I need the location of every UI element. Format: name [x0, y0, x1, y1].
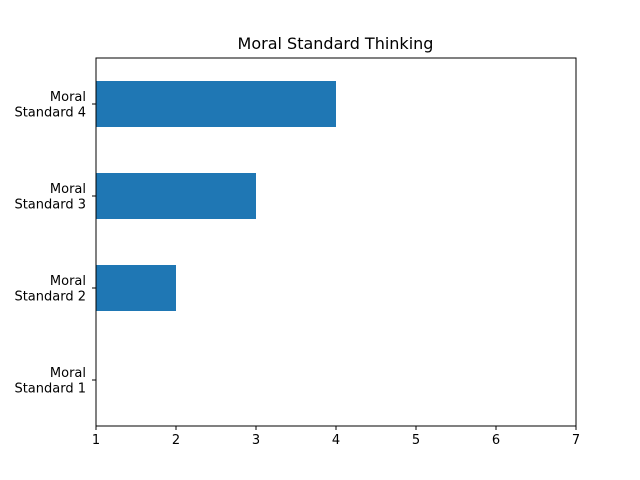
x-tick-label-6: 6	[492, 433, 500, 448]
x-tick-label-4: 4	[332, 433, 340, 448]
x-tick-label-7: 7	[572, 433, 580, 448]
chart-title: Moral Standard Thinking	[238, 34, 434, 53]
x-tick-label-5: 5	[412, 433, 420, 448]
x-tick-label-1: 1	[92, 433, 100, 448]
axes-layer: Moral Standard 1 Moral Standard 2 Moral Stand…	[14, 90, 580, 448]
y-tick-label-4: Moral Standard 4	[14, 90, 86, 121]
bar-3	[96, 173, 256, 219]
bar-2	[96, 265, 176, 311]
x-tick-label-2: 2	[172, 433, 180, 448]
bar-4	[96, 81, 336, 127]
x-tick-label-3: 3	[252, 433, 260, 448]
y-tick-label-3: Moral Standard 3	[14, 182, 86, 213]
y-tick-label-2: Moral Standard 2	[14, 274, 86, 305]
y-tick-label-1: Moral Standard 1	[14, 366, 86, 397]
plot-frame	[95, 57, 577, 427]
bars-layer	[96, 81, 336, 311]
